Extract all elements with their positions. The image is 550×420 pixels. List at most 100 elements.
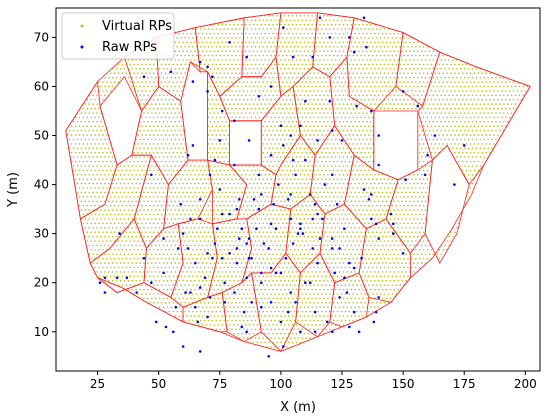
virtual-rp-point <box>194 288 196 291</box>
virtual-rp-point <box>395 240 398 242</box>
virtual-rp-point <box>246 231 249 233</box>
virtual-rp-point <box>372 275 374 278</box>
virtual-rp-point <box>295 341 298 344</box>
virtual-rp-point <box>242 328 245 331</box>
virtual-rp-point <box>190 306 192 309</box>
virtual-rp-point <box>293 257 296 260</box>
virtual-rp-point <box>104 244 106 247</box>
virtual-rp-point <box>153 302 155 304</box>
virtual-rp-point <box>372 187 374 189</box>
virtual-rp-point <box>131 279 134 282</box>
virtual-rp-point <box>127 218 130 220</box>
virtual-rp-point <box>307 315 310 317</box>
virtual-rp-point <box>381 279 384 282</box>
virtual-rp-point <box>135 218 137 220</box>
virtual-rp-point <box>319 324 321 326</box>
virtual-rp-point <box>250 240 253 242</box>
virtual-rp-point <box>411 204 413 207</box>
virtual-rp-point <box>250 310 253 313</box>
virtual-rp-point <box>301 266 304 269</box>
virtual-rp-point <box>219 231 222 233</box>
virtual-rp-point <box>213 306 216 309</box>
virtual-rp-point <box>203 302 206 304</box>
virtual-rp-point <box>258 257 261 260</box>
virtual-rp-point <box>379 302 382 304</box>
virtual-rp-point <box>227 178 229 180</box>
virtual-rp-point <box>379 275 382 278</box>
virtual-rp-point <box>372 213 374 216</box>
virtual-rp-point <box>143 253 145 256</box>
virtual-rp-point <box>219 249 222 251</box>
virtual-rp-point <box>250 196 253 198</box>
virtual-rp-point <box>178 200 180 203</box>
virtual-rp-point <box>262 178 265 180</box>
virtual-rp-point <box>90 169 92 172</box>
virtual-rp-point <box>141 169 143 172</box>
virtual-rp-point <box>92 235 94 238</box>
virtual-rp-point <box>248 297 251 300</box>
virtual-rp-point <box>428 244 431 247</box>
virtual-rp-point <box>389 244 392 247</box>
virtual-rp-point <box>407 178 409 180</box>
virtual-rp-point <box>108 209 110 211</box>
virtual-rp-point <box>332 169 335 172</box>
virtual-rp-point <box>149 302 151 304</box>
virtual-rp-point <box>286 319 288 322</box>
virtual-rp-point <box>289 328 292 331</box>
virtual-rp-point <box>217 235 220 238</box>
virtual-rp-point <box>98 249 100 251</box>
virtual-rp-point <box>205 306 208 309</box>
virtual-rp-point <box>235 231 237 233</box>
virtual-rp-point <box>215 328 218 331</box>
virtual-rp-point <box>381 227 384 229</box>
virtual-rp-point <box>192 257 194 260</box>
virtual-rp-point <box>186 315 188 317</box>
virtual-rp-point <box>121 213 124 216</box>
virtual-rp-point <box>180 302 182 304</box>
virtual-rp-point <box>252 324 255 326</box>
virtual-rp-point <box>154 262 157 264</box>
virtual-rp-point <box>125 222 128 225</box>
virtual-rp-point <box>266 187 269 189</box>
virtual-rp-point <box>415 231 417 233</box>
virtual-rp-point <box>282 302 284 304</box>
virtual-rp-point <box>370 253 372 256</box>
virtual-rp-point <box>471 182 474 185</box>
virtual-rp-point <box>248 209 251 211</box>
virtual-rp-point <box>389 262 392 264</box>
virtual-rp-point <box>111 262 114 264</box>
virtual-rp-point <box>192 169 194 172</box>
virtual-rp-point <box>377 253 380 256</box>
virtual-rp-point <box>370 306 372 309</box>
virtual-rp-point <box>201 315 204 317</box>
virtual-rp-point <box>164 240 167 242</box>
virtual-rp-point <box>127 262 130 264</box>
virtual-rp-point <box>424 253 427 256</box>
virtual-rp-point <box>160 302 163 304</box>
virtual-rp-point <box>256 271 259 273</box>
virtual-rp-point <box>395 213 398 216</box>
virtual-rp-point <box>346 288 349 291</box>
virtual-rp-point <box>329 231 331 233</box>
virtual-rp-point <box>115 191 118 194</box>
virtual-rp-point <box>352 187 355 189</box>
virtual-rp-point <box>258 240 261 242</box>
virtual-rp-point <box>139 235 141 238</box>
virtual-rp-point <box>393 271 396 273</box>
virtual-rp-point <box>315 297 317 300</box>
virtual-rp-point <box>299 182 302 185</box>
virtual-rp-point <box>213 200 216 203</box>
virtual-rp-point <box>147 271 149 273</box>
virtual-rp-point <box>381 253 384 256</box>
virtual-rp-point <box>266 319 269 322</box>
virtual-rp-point <box>299 262 302 264</box>
virtual-rp-point <box>270 310 272 313</box>
virtual-rp-point <box>104 235 106 238</box>
virtual-rp-point <box>233 200 235 203</box>
virtual-rp-point <box>405 209 407 211</box>
virtual-rp-point <box>405 182 407 185</box>
virtual-rp-point <box>133 231 135 233</box>
virtual-rp-point <box>286 204 288 207</box>
virtual-rp-point <box>219 319 222 322</box>
virtual-rp-point <box>180 196 182 198</box>
